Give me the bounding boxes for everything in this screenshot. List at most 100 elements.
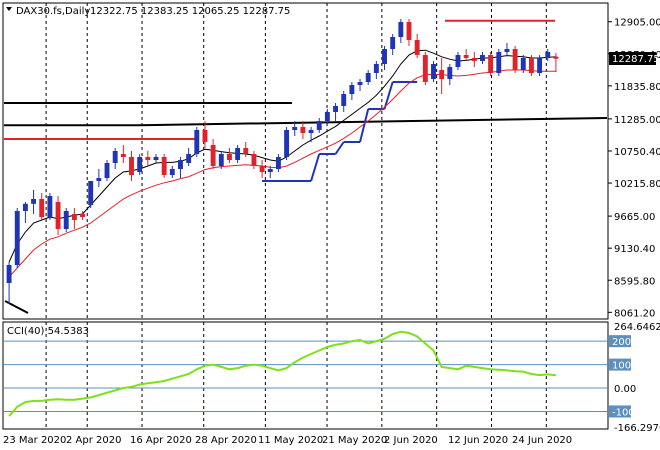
ma-slow-line [8, 69, 556, 278]
candle-body [120, 154, 126, 157]
cci-tick-label: 0.00 [614, 384, 636, 395]
candle-body [259, 166, 265, 172]
candle-body [373, 64, 379, 73]
trend-line-black [139, 117, 608, 127]
candle-body [243, 148, 249, 154]
cci-line [8, 330, 556, 417]
price-tick-label: 12905.00 [614, 18, 660, 29]
time-tick-label: 2 Apr 2020 [66, 435, 121, 446]
support-riser [334, 141, 345, 155]
candle-body [488, 55, 494, 73]
candle-body [406, 22, 412, 40]
cci-panel-frame [2, 321, 609, 430]
candle-body [218, 154, 224, 166]
cci-indicator [4, 330, 607, 417]
candle-body [112, 151, 118, 163]
time-tick-label: 28 Apr 2020 [195, 435, 257, 446]
candle-body [39, 199, 45, 217]
price-tick-label: 10750.40 [614, 147, 660, 158]
candle-body [439, 70, 445, 79]
candle-body [96, 178, 102, 181]
candle-body [520, 58, 526, 70]
ma-fast-line [8, 49, 556, 263]
cci-tick-label: 200 [612, 337, 631, 348]
time-tick-label: 24 Jun 2020 [512, 435, 572, 446]
candle-body [227, 154, 232, 160]
candle-body [316, 121, 322, 130]
candle-body [300, 127, 306, 133]
price-tick-label: 8595.80 [614, 276, 655, 287]
time-tick-label: 11 May 2020 [258, 435, 323, 446]
candle-body [55, 202, 61, 229]
time-tick-label: 12 Jun 2020 [448, 435, 508, 446]
candle-body [202, 130, 208, 142]
current-price-value: 12287.75 [612, 54, 660, 65]
candle-body [88, 181, 94, 205]
candle-body [186, 154, 192, 163]
candle-body [235, 148, 241, 160]
candle-body [267, 169, 273, 172]
candle-body [129, 157, 134, 175]
cci-tick-label: -166.2976 [614, 423, 660, 434]
candle-body [14, 211, 20, 265]
candle-body [382, 49, 387, 64]
current-price-tag: 12287.75 [609, 52, 660, 65]
time-axis: 23 Mar 2020 2 Apr 2020 16 Apr 2020 28 Apr 2… [3, 435, 572, 446]
candle-body [512, 49, 518, 70]
main-panel-frame [2, 2, 609, 320]
candle-body [169, 169, 175, 175]
time-tick-label: 2 Jun 2020 [384, 435, 438, 446]
candle-body [178, 160, 183, 169]
cci-tick-label: 100 [612, 361, 631, 372]
price-tick-label: 11285.00 [614, 115, 660, 126]
candle-body [414, 40, 420, 55]
candle-body [194, 130, 200, 154]
support-riser [383, 81, 394, 110]
candle-body [324, 112, 330, 121]
cci-tick-label: 264.6462 [614, 322, 660, 333]
candle-body [308, 130, 314, 133]
candle-body [251, 154, 257, 166]
candle-body [422, 55, 428, 82]
ohlc-values: 12322.75 12383.25 12065.25 12287.75 [90, 6, 290, 17]
cci-axis: 264.6462 200 100 0.00 -100 -166.2976 [609, 322, 660, 434]
candle-body [528, 58, 534, 73]
candle-body [471, 58, 477, 61]
dropdown-triangle-icon[interactable] [6, 7, 12, 11]
time-tick-label: 16 Apr 2020 [130, 435, 192, 446]
candle-body [553, 56, 559, 59]
candle-body [153, 157, 159, 160]
candle-body [390, 37, 396, 49]
candle-body [161, 157, 167, 175]
candle-body [275, 157, 281, 169]
time-tick-label: 23 Mar 2020 [3, 435, 66, 446]
candle-body [63, 211, 69, 229]
candle-body [398, 22, 404, 37]
candle-body [137, 157, 143, 172]
chart-header: DAX30.fs,Daily 12322.75 12383.25 12065.2… [6, 6, 290, 17]
candle-body [284, 130, 290, 157]
candle-body [349, 85, 355, 94]
candle-body [447, 67, 453, 79]
cci-level-tag [609, 405, 631, 418]
candle-body [455, 55, 461, 67]
candle-body [47, 196, 53, 217]
candle-body [545, 52, 551, 58]
cci-level-tag [609, 358, 631, 371]
candle-body [31, 199, 37, 204]
cci-tick-label: -100 [612, 407, 635, 418]
support-riser [310, 153, 321, 182]
candle-body [292, 127, 298, 130]
candle-body [463, 55, 469, 58]
price-tick-label: 11835.80 [614, 82, 660, 93]
candle-body [357, 82, 363, 85]
candle-body [145, 157, 151, 160]
candle-body [341, 94, 347, 106]
candle-body [504, 49, 510, 52]
candle-body [104, 163, 110, 178]
cci-label: CCI(40) 54.5383 [7, 326, 89, 337]
price-tick-label: 9665.00 [614, 212, 655, 223]
candle-body [480, 55, 485, 61]
cci-level-tag [609, 335, 631, 348]
